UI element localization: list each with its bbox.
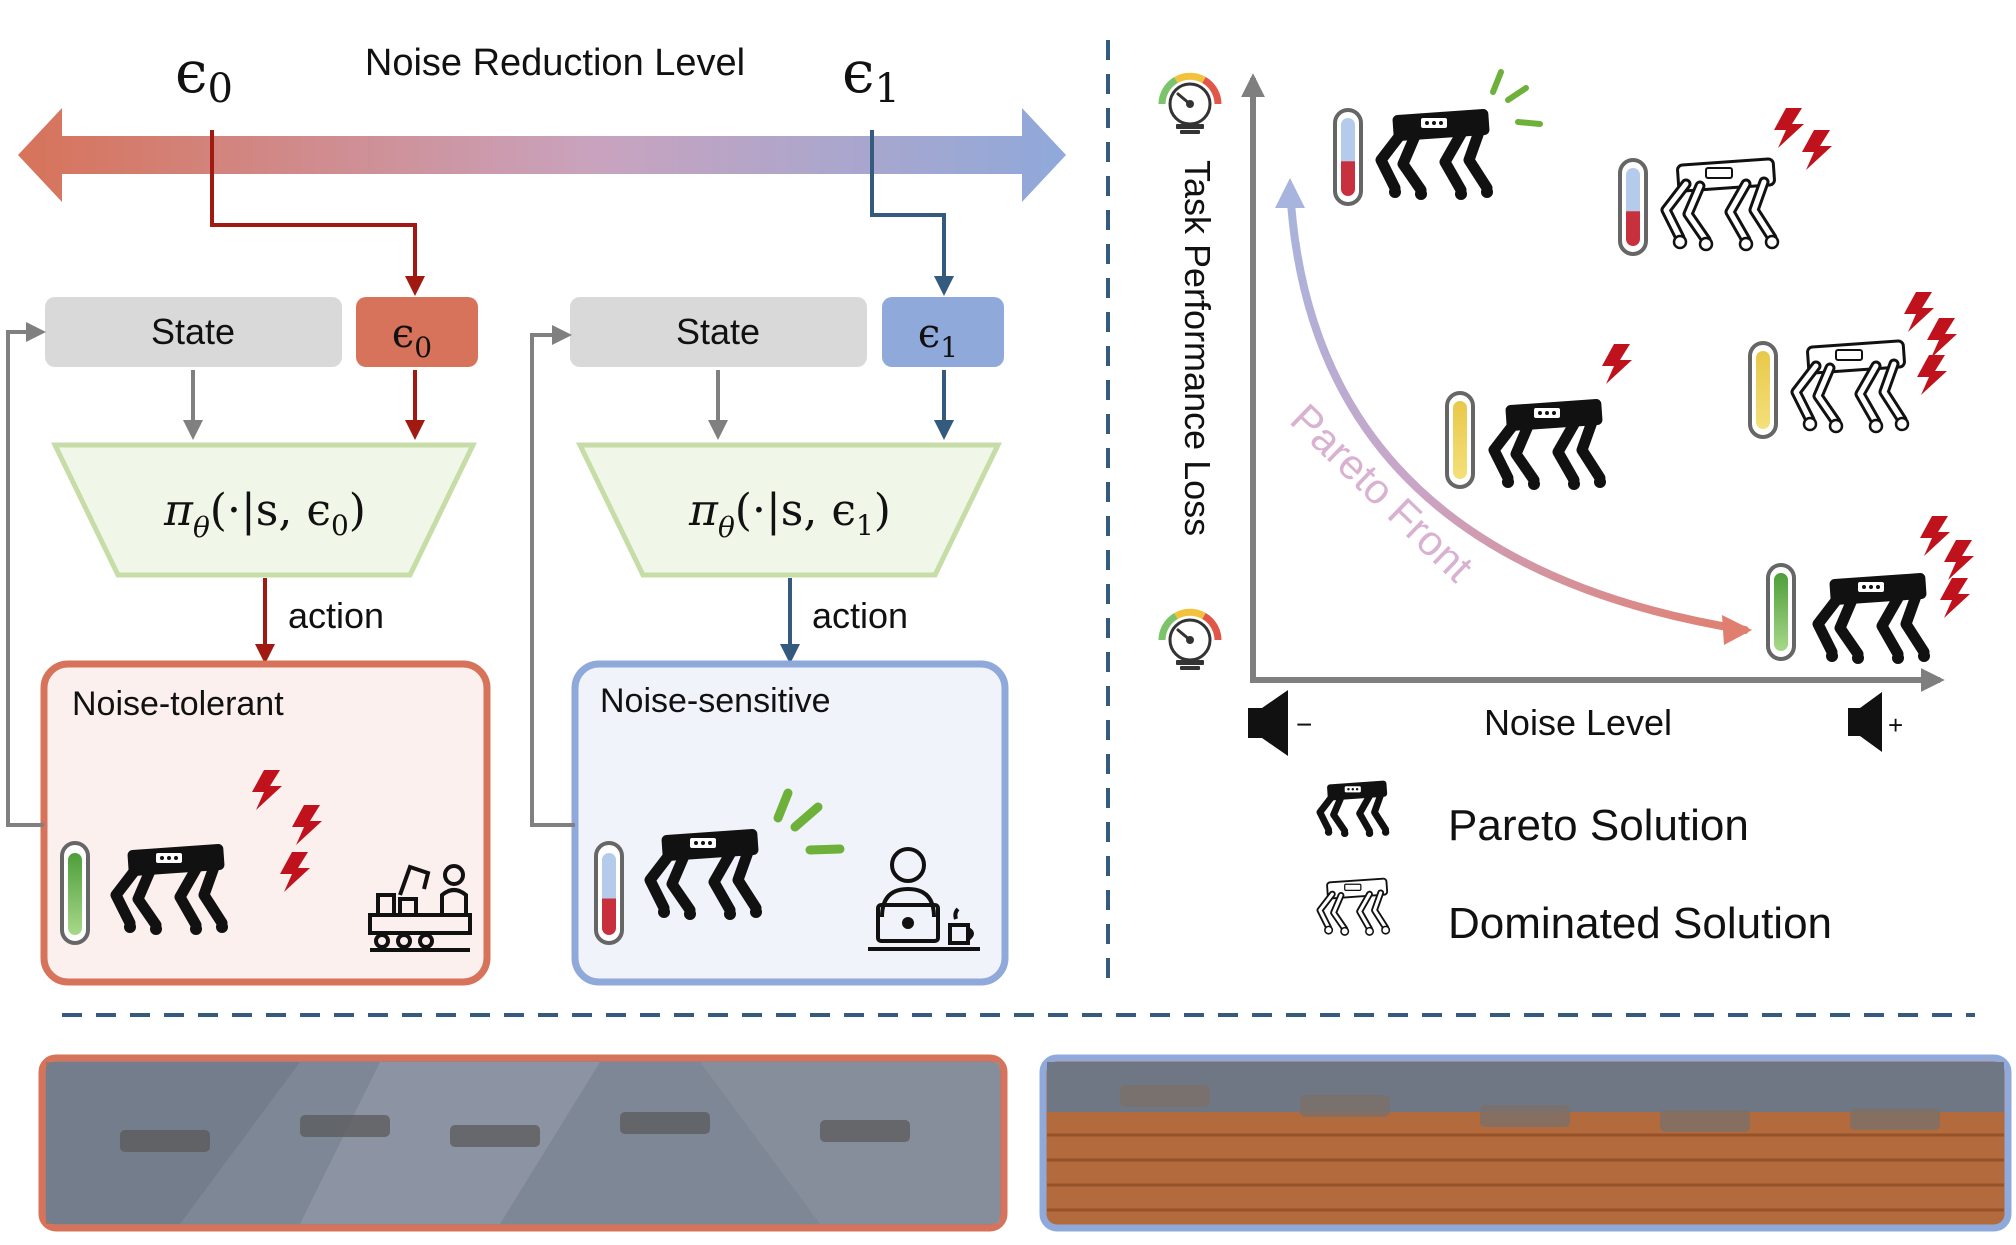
y-axis-label: Task Performance Loss [1177,160,1218,536]
action-label-right: action [812,595,908,636]
x-axis-label: Noise Level [1484,702,1672,743]
performance-meter-fill-left [68,853,82,935]
feedback-loop-right [530,325,575,827]
right-branch: State ϵ1 πθ(·|s, ϵ1) action Noise-sensit… [530,297,1009,986]
left-branch: State ϵ0 πθ(·|s, ϵ0) action Noise-tolera… [6,297,491,986]
eps0-top-label: ϵ0 [175,38,233,112]
legend-pareto-label: Pareto Solution [1448,801,1749,850]
solution-dominated-top-right [1618,108,1832,256]
legend: Pareto Solution Dominated Solution [1320,780,1832,948]
photo-noise-sensitive [1039,1054,2012,1232]
gauge-icon [1162,76,1218,134]
quiet-marks-icon [773,788,845,855]
policy-label-right: πθ(·|s, ϵ1) [688,485,891,544]
speaker-quiet-icon: − [1248,690,1312,756]
eps1-connector [870,130,954,296]
state-label-left: State [151,311,235,352]
solution-dominated-middle-right [1748,292,1957,439]
state-box-left [45,297,342,367]
eps-label-left: ϵ0 [392,311,432,364]
svg-text:−: − [1296,709,1312,740]
photo-noise-tolerant [38,1054,1008,1232]
legend-pareto-icon [1320,780,1389,837]
eps-box-right [882,297,1004,367]
state-label-right: State [676,311,760,352]
pareto-front-arrowhead-right [1722,615,1752,645]
policy-network-right [576,442,1002,578]
policy-label-left: πθ(·|s, ϵ0) [163,485,366,544]
feedback-loop-left [6,322,46,827]
legend-dominated-label: Dominated Solution [1448,899,1832,948]
pareto-front-arrowhead-top [1275,178,1305,208]
state-box-right [570,297,867,367]
env-label-noise-sensitive: Noise-sensitive [600,682,831,720]
env-label-noise-tolerant: Noise-tolerant [72,685,284,723]
noise-reduction-bar [18,108,1066,202]
office-worker-icon [868,847,980,951]
pareto-front-curve [1286,184,1749,634]
svg-text:+: + [1888,710,1903,740]
gauge-icon [1162,612,1218,670]
noise-reduction-title: Noise Reduction Level [365,42,745,84]
performance-meter-fill-right [602,853,616,935]
eps-box-left [356,297,478,367]
solution-bottom-right [1766,516,1974,664]
eps-label-right: ϵ1 [918,311,958,364]
speaker-loud-icon: + [1848,692,1903,752]
solution-middle [1445,344,1632,490]
policy-network-left [51,442,477,578]
factory-worker-icon [368,864,472,952]
solution-top-left [1333,69,1543,206]
pareto-plot: Task Performance Loss Noise Level − + Pa… [1162,69,1974,948]
eps0-connector [210,130,425,296]
action-label-left: action [288,595,384,636]
eps1-top-label: ϵ1 [842,38,900,112]
legend-dominated-icon [1320,878,1389,935]
